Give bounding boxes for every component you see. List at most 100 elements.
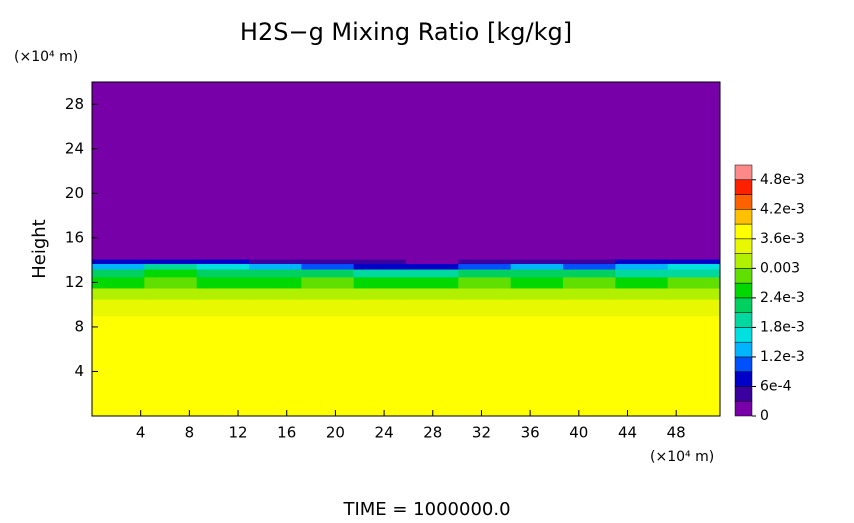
cell [510,259,564,264]
x-tick-label: 48 [667,424,686,442]
cell [196,315,250,417]
cell [301,315,355,417]
cell [301,269,355,278]
cell [406,276,459,289]
cell [667,259,721,264]
cell [510,315,564,417]
cell [92,315,145,417]
plot-frame [91,81,721,417]
colorbar-label: 6e-4 [760,378,792,394]
cell [563,269,616,278]
colorbar-segment [734,341,753,358]
footer: TIME = 1000000.0 [342,499,510,519]
cell [458,299,512,317]
cell [249,276,302,289]
colorbar-label: 4.8e-3 [760,172,805,188]
cell [563,276,616,289]
x-tick-label: 36 [521,424,540,442]
cell [667,299,721,317]
cell [144,82,198,260]
colorbar-segment [734,297,753,313]
cell [406,259,459,264]
cell [458,82,512,260]
cell [615,276,669,289]
cell [144,276,198,289]
cell [353,287,407,300]
chart-title: H2S−g Mixing Ratio [kg/kg] [240,18,572,46]
cell [196,276,250,289]
cell [458,315,512,417]
cell [615,287,669,300]
cell [615,82,669,260]
cell [615,299,669,317]
colorbar-segment [734,194,753,210]
cell [196,287,250,300]
cell [92,82,145,260]
cell [249,287,302,300]
colorbar-segment [734,238,753,254]
colorbar-segment [734,209,753,225]
cell [92,299,145,317]
x-tick-label: 32 [472,424,491,442]
y-tick-label: 24 [65,139,84,157]
cell [406,82,459,260]
cell [667,82,721,260]
colorbar-segment [734,282,753,299]
cell [249,82,302,260]
cell [510,287,564,300]
cell [301,299,355,317]
cell [353,263,407,270]
cell [510,276,564,289]
y-tick-label: 28 [65,95,84,113]
x-tick-label: 28 [423,424,442,442]
cell [249,259,302,264]
colorbar-segment [734,356,753,372]
y-tick-label: 16 [65,228,84,246]
cell [353,82,407,260]
cell [353,269,407,278]
colorbar-segment [734,179,753,195]
cell [353,299,407,317]
cell [615,269,669,278]
x-tick-label: 8 [185,424,195,442]
cell [144,259,198,264]
cell [92,269,145,278]
x-tick-label: 16 [277,424,296,442]
cell [563,287,616,300]
cell [144,287,198,300]
cell [615,259,669,264]
y-tick-label: 8 [74,317,84,335]
cell [406,287,459,300]
colorbar-label: 1.8e-3 [760,319,805,335]
cell [458,287,512,300]
colorbar-label: 2.4e-3 [760,290,805,306]
colorbar-label: 0.003 [760,260,800,276]
cell [406,269,459,278]
colorbar-segment [734,312,753,328]
cell [406,299,459,317]
cell [196,269,250,278]
cell [458,269,512,278]
cell [667,276,721,289]
y-tick-label: 4 [74,362,84,380]
x-tick-label: 20 [326,424,345,442]
cell [144,263,198,270]
cell [563,299,616,317]
cell [667,315,721,417]
x-tick-label: 24 [375,424,394,442]
cell [510,299,564,317]
colorbar-segment [734,400,753,417]
cell [144,315,198,417]
cell [458,276,512,289]
cell [510,263,564,270]
cell [458,259,512,264]
cell [353,259,407,264]
colorbar-segment [734,253,753,269]
cell [615,263,669,270]
x-tick-label: 4 [136,424,146,442]
cell [92,259,145,264]
colorbar-label: 0 [760,408,769,424]
colorbar-segment [734,327,753,343]
colorbar-label: 3.6e-3 [760,231,805,247]
